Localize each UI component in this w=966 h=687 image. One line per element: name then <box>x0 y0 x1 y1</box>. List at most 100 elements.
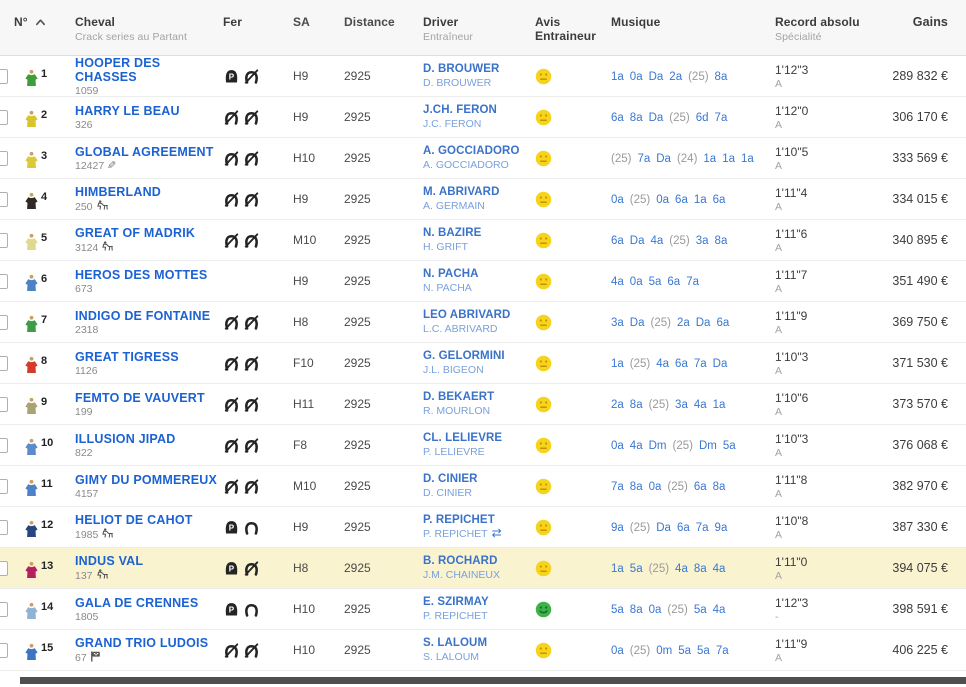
horse-name-link[interactable]: GALA DE CRENNES <box>75 595 199 610</box>
column-header-avis[interactable]: Avis Entraineur <box>533 0 611 55</box>
horse-number: 13 <box>41 559 54 572</box>
driver-link[interactable]: LEO ABRIVARD <box>423 309 511 321</box>
driver-link[interactable]: D. CINIER <box>423 473 478 485</box>
row-checkbox[interactable] <box>0 109 8 125</box>
column-header-fer[interactable]: Fer <box>223 0 293 55</box>
table-row[interactable]: 12 HELIOT DE CAHOT 1985 P H9 2925 P. REP… <box>0 507 966 548</box>
row-checkbox[interactable] <box>0 601 8 617</box>
musique-token: 5a <box>629 563 643 575</box>
column-header-number[interactable]: N° <box>0 0 75 55</box>
table-row[interactable]: 4 HIMBERLAND 250 H9 2925 M. ABRIVARD A. … <box>0 179 966 220</box>
sex-age-value: H9 <box>293 110 309 124</box>
horizontal-scrollbar-thumb[interactable] <box>20 677 966 684</box>
driver-link[interactable]: P. REPICHET <box>423 514 495 526</box>
table-row[interactable]: 8 GREAT TIGRESS 1126 F10 2925 G. GELORMI… <box>0 343 966 384</box>
column-header-record[interactable]: Record absolu Spécialité <box>775 0 885 55</box>
record-value: 1'11"7 <box>775 267 808 282</box>
musique-token: 4a <box>629 440 643 452</box>
row-checkbox[interactable] <box>0 68 8 84</box>
driver-link[interactable]: N. BAZIRE <box>423 227 482 239</box>
horse-name-link[interactable]: HARRY LE BEAU <box>75 103 180 118</box>
column-header-cheval[interactable]: Cheval Crack series au Partant <box>75 0 223 55</box>
musique-token: (25) <box>669 112 690 124</box>
horse-name-link[interactable]: HOOPER DES CHASSES <box>75 55 161 84</box>
row-checkbox[interactable] <box>0 355 8 371</box>
row-checkbox[interactable] <box>0 232 8 248</box>
horse-name-link[interactable]: HEROS DES MOTTES <box>75 267 208 282</box>
table-row[interactable]: 14 GALA DE CRENNES 1805 P H10 2925 E. SZ… <box>0 589 966 630</box>
row-checkbox[interactable] <box>0 478 8 494</box>
horse-name-link[interactable]: GRAND TRIO LUDOIS <box>75 635 209 650</box>
row-checkbox[interactable] <box>0 150 8 166</box>
jockey-silk-icon <box>24 192 39 215</box>
horse-name-link[interactable]: INDIGO DE FONTAINE <box>75 308 211 323</box>
musique-token: 6a <box>611 112 624 124</box>
plaque-shoe-icon: P <box>225 520 238 533</box>
edit-pencil-icon[interactable]: ✎ <box>107 159 117 172</box>
horse-name-link[interactable]: FEMTO DE VAUVERT <box>75 390 205 405</box>
row-checkbox[interactable] <box>0 642 8 658</box>
driver-link[interactable]: M. ABRIVARD <box>423 186 500 198</box>
horse-name-link[interactable]: GREAT OF MADRIK <box>75 226 196 240</box>
horse-name-link[interactable]: INDUS VAL <box>75 554 144 568</box>
column-header-sa[interactable]: SA <box>293 0 344 55</box>
row-checkbox[interactable] <box>0 519 8 535</box>
musique-token: 3a <box>611 317 624 329</box>
table-row[interactable]: 5 GREAT OF MADRIK 3124 M10 2925 N. BAZIR… <box>0 220 966 261</box>
driver-link[interactable]: CL. LELIEVRE <box>423 432 503 444</box>
table-header: N° Cheval Crack series au Partant Fer SA… <box>0 0 966 56</box>
driver-link[interactable]: B. ROCHARD <box>423 555 498 567</box>
horse-name-link[interactable]: GREAT TIGRESS <box>75 349 179 364</box>
musique-token: 8a <box>714 71 728 83</box>
horse-name-link[interactable]: HIMBERLAND <box>75 185 162 199</box>
driver-link[interactable]: E. SZIRMAY <box>423 596 489 608</box>
driver-link[interactable]: A. GOCCIADORO <box>423 145 520 157</box>
driver-cell: M. ABRIVARD A. GERMAIN <box>423 186 533 212</box>
column-header-driver[interactable]: Driver Entraîneur <box>423 0 533 55</box>
sex-age-value: H10 <box>293 643 316 657</box>
horse-name-link[interactable]: GLOBAL AGREEMENT <box>75 144 214 159</box>
driver-link[interactable]: N. PACHA <box>423 268 479 280</box>
row-checkbox[interactable] <box>0 396 8 412</box>
driver-link[interactable]: S. LALOUM <box>423 637 488 649</box>
column-header-distance[interactable]: Distance <box>344 0 423 55</box>
table-row[interactable]: 7 INDIGO DE FONTAINE 2318 H8 2925 LEO AB… <box>0 302 966 343</box>
row-checkbox[interactable] <box>0 273 8 289</box>
table-row[interactable]: 15 GRAND TRIO LUDOIS 67 H10 2925 S. LALO… <box>0 630 966 671</box>
sort-ascending-icon[interactable] <box>35 17 46 28</box>
musique-token: 2a <box>669 71 683 83</box>
jockey-silk-icon <box>24 151 39 174</box>
table-row[interactable]: 1 HOOPER DES CHASSES 1059 P H9 2925 D. B… <box>0 56 966 97</box>
table-row[interactable]: 3 GLOBAL AGREEMENT 12427 ✎ H10 2925 A. G… <box>0 138 966 179</box>
driver-cell: B. ROCHARD J.M. CHAINEUX <box>423 555 533 581</box>
row-checkbox[interactable] <box>0 437 8 453</box>
table-row[interactable]: 2 HARRY LE BEAU 326 H9 2925 J.CH. FERON … <box>0 97 966 138</box>
table-row[interactable]: 6 HEROS DES MOTTES 673 H9 2925 N. PACHA … <box>0 261 966 302</box>
record-specialty: A <box>775 200 783 213</box>
record-specialty: A <box>775 118 783 131</box>
barefoot-crossed-horseshoe-icon <box>224 396 239 412</box>
table-row[interactable]: 9 FEMTO DE VAUVERT 199 H11 2925 D. BEKAE… <box>0 384 966 425</box>
musique-token: Da <box>656 522 671 534</box>
horse-ref-number: 250 <box>75 200 93 213</box>
table-row[interactable]: 11 GIMY DU POMMEREUX 4157 M10 2925 D. CI… <box>0 466 966 507</box>
table-row[interactable]: 13 INDUS VAL 137 P H8 2925 B. ROCHARD J.… <box>0 548 966 589</box>
record-cell: 1'11"0 A <box>775 555 885 582</box>
horse-name-link[interactable]: HELIOT DE CAHOT <box>75 513 193 527</box>
shoes-cell <box>223 355 293 372</box>
driver-link[interactable]: J.CH. FERON <box>423 104 497 116</box>
musique-token: 1a <box>741 153 754 165</box>
trainer-name: H. GRIFT <box>423 241 468 253</box>
driver-link[interactable]: G. GELORMINI <box>423 350 505 362</box>
row-checkbox[interactable] <box>0 314 8 330</box>
column-header-musique[interactable]: Musique <box>611 0 775 55</box>
row-checkbox[interactable] <box>0 560 8 576</box>
driver-link[interactable]: D. BROUWER <box>423 63 500 75</box>
horse-name-link[interactable]: GIMY DU POMMEREUX <box>75 472 218 487</box>
horse-name-link[interactable]: ILLUSION JIPAD <box>75 431 176 446</box>
driver-link[interactable]: D. BEKAERT <box>423 391 495 403</box>
checkbox-cell <box>0 601 18 617</box>
row-checkbox[interactable] <box>0 191 8 207</box>
column-header-gains[interactable]: Gains <box>885 0 966 55</box>
table-row[interactable]: 10 ILLUSION JIPAD 822 F8 2925 CL. LELIEV… <box>0 425 966 466</box>
